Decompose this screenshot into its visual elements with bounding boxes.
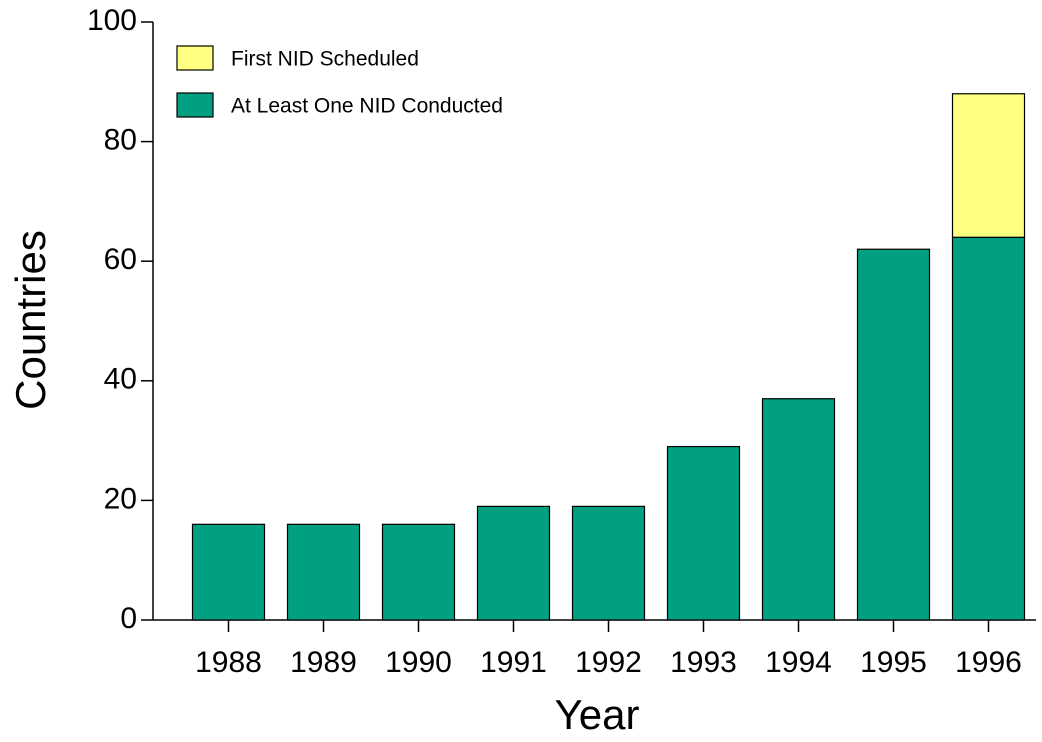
bar-segment: [191, 523, 266, 621]
y-tick-label: 80: [104, 124, 137, 157]
x-tick-label: 1994: [765, 646, 832, 679]
bar-segment: [856, 248, 931, 621]
x-tick-label: 1988: [195, 646, 262, 679]
y-tick-label: 100: [87, 4, 137, 37]
legend-swatch: [176, 92, 214, 118]
x-tick-label: 1993: [670, 646, 737, 679]
bar-segment: [666, 445, 741, 621]
legend-label: First NID Scheduled: [231, 48, 419, 71]
bar-segment: [286, 523, 361, 621]
x-axis-label: Year: [555, 691, 640, 738]
x-tick-label: 1995: [860, 646, 927, 679]
x-tick-label: 1996: [955, 646, 1022, 679]
y-tick-label: 20: [104, 482, 137, 515]
x-tick-label: 1990: [385, 646, 452, 679]
y-tick-label: 0: [120, 602, 137, 635]
y-axis-label: Countries: [7, 230, 54, 410]
x-tick-label: 1992: [575, 646, 642, 679]
x-tick-label: 1989: [290, 646, 357, 679]
y-tick-label: 40: [104, 363, 137, 396]
bar-segment: [476, 505, 551, 621]
x-tick-label: 1991: [480, 646, 547, 679]
legend-label: At Least One NID Conducted: [231, 95, 503, 118]
bar-segment: [761, 398, 836, 621]
legend-swatch: [176, 45, 214, 71]
bar-segment: [951, 236, 1026, 621]
bar-segment: [381, 523, 456, 621]
bar-segment: [571, 505, 646, 621]
y-tick-label: 60: [104, 243, 137, 276]
bar-segment: [951, 93, 1026, 238]
